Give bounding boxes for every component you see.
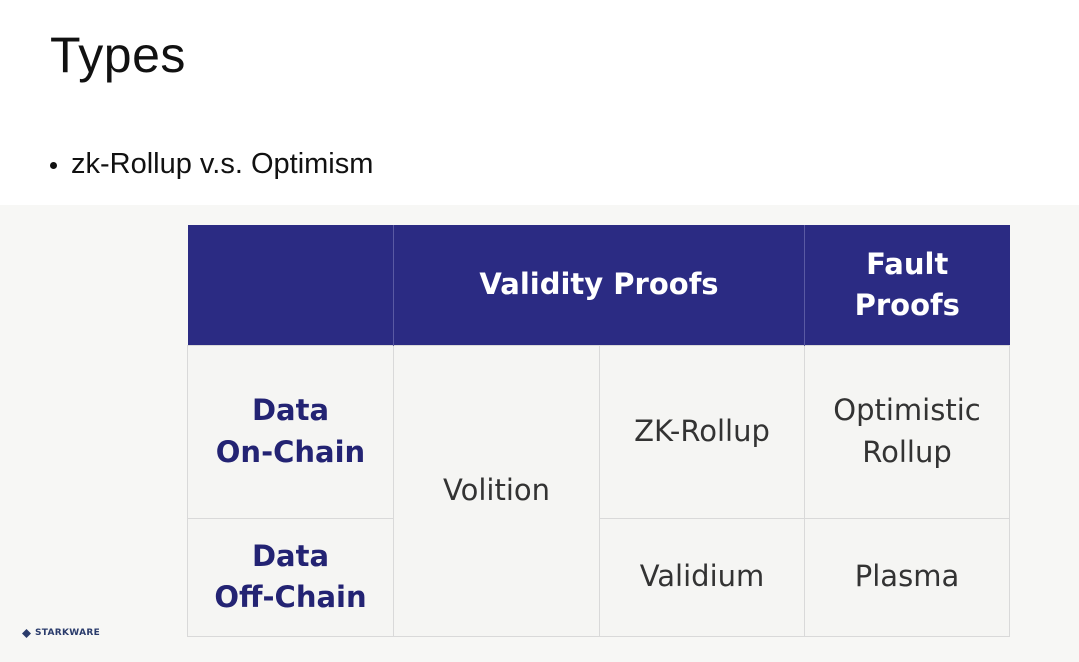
cell-optimistic-rollup: Optimistic Rollup [804, 344, 1010, 519]
table-row-on-chain: Data On-Chain Volition ZK-Rollup Optimis… [187, 344, 1010, 637]
header-empty-cell [187, 225, 394, 345]
starkware-logo: STARKWARE [22, 628, 100, 638]
table-row-off-chain: Data Off-Chain Validium Plasma [187, 517, 1010, 637]
bullet-text: zk-Rollup v.s. Optimism [71, 148, 374, 180]
cell-validium: Validium [599, 517, 805, 637]
header-validity-proofs: Validity Proofs [393, 225, 805, 345]
slide-title: Types [50, 27, 186, 83]
cell-volition: Volition [393, 344, 600, 637]
header-fault-proofs: Fault Proofs [804, 225, 1010, 345]
table-header-row: Validity Proofs Fault Proofs [187, 225, 1010, 345]
starkware-diamond-icon [22, 628, 31, 638]
bullet-item: zk-Rollup v.s. Optimism [50, 148, 373, 181]
cell-plasma: Plasma [804, 517, 1010, 637]
row-label-data-off-chain: Data Off-Chain [187, 517, 394, 637]
cell-zk-rollup: ZK-Rollup [599, 344, 805, 519]
bullet-dot-icon [50, 162, 57, 169]
row-label-data-on-chain: Data On-Chain [187, 344, 394, 519]
logo-text: STARKWARE [35, 628, 101, 638]
rollup-types-table: Validity Proofs Fault Proofs Data On-Cha… [187, 225, 1010, 637]
